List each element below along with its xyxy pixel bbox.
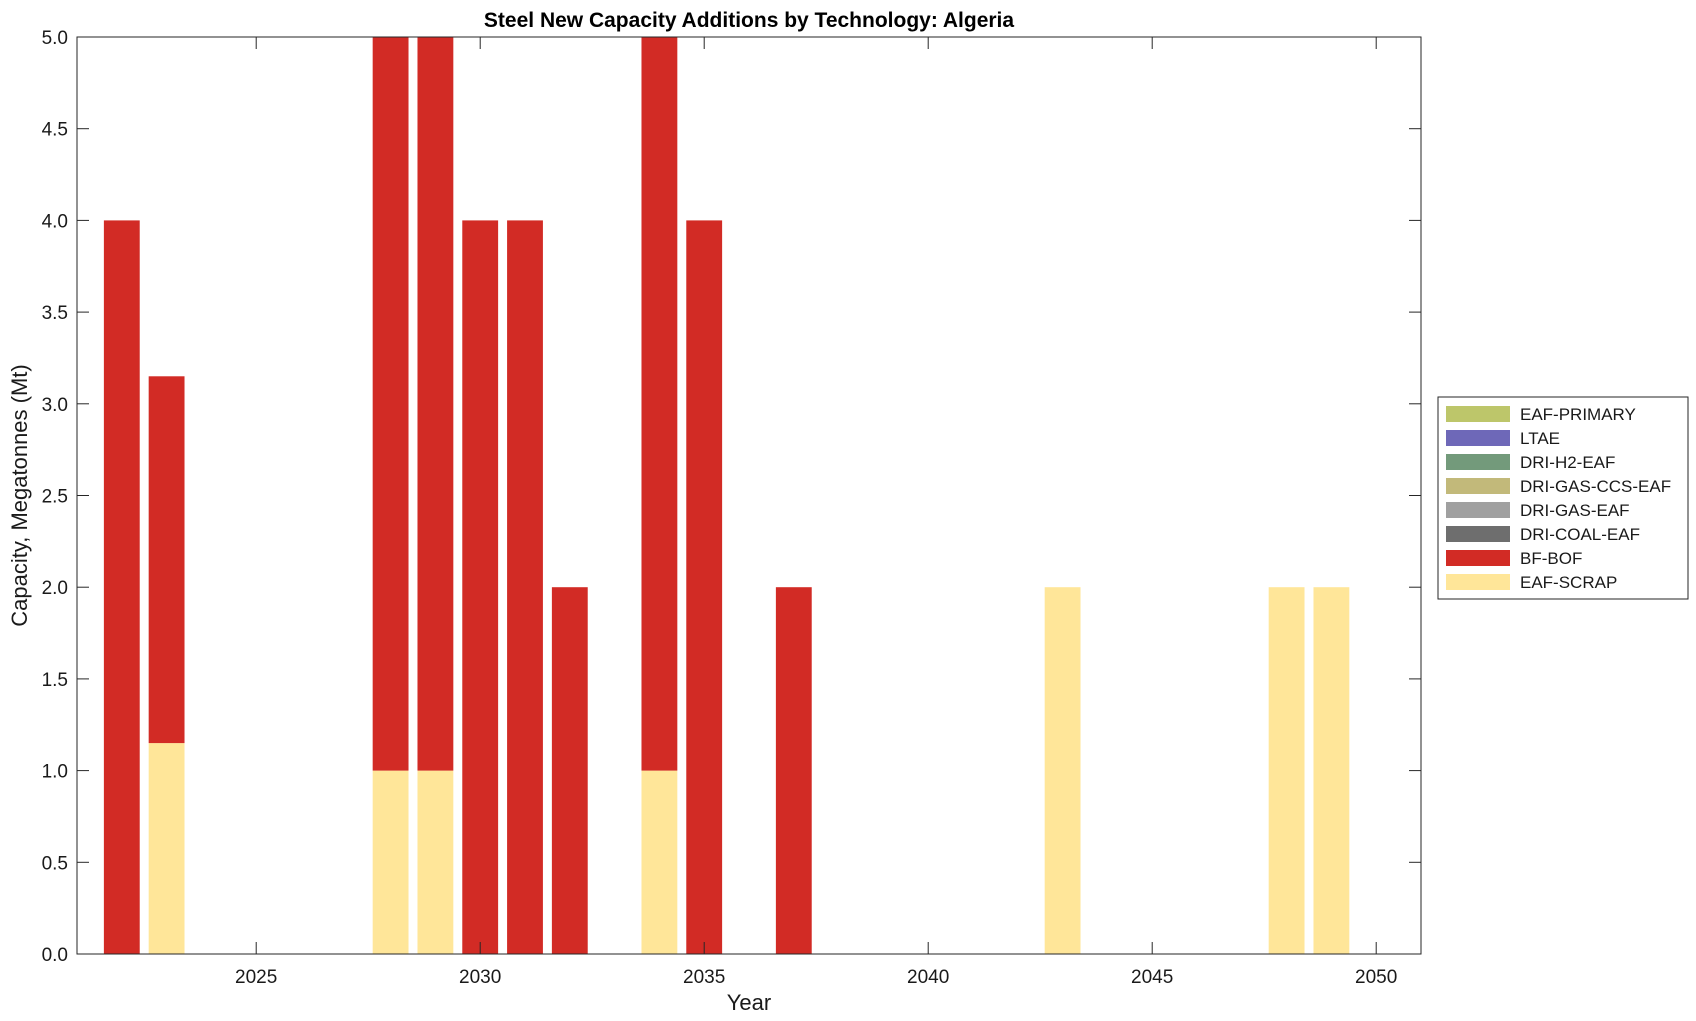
x-tick-label: 2025 (235, 967, 277, 988)
y-tick-label: 3.0 (42, 395, 68, 416)
x-tick-label: 2050 (1355, 967, 1397, 988)
legend-swatch-dri-coal-eaf (1446, 526, 1510, 542)
x-tick-label: 2040 (907, 967, 949, 988)
legend-label-ltae: LTAE (1520, 429, 1560, 448)
x-axis-title: Year (727, 990, 771, 1015)
bar-eaf-scrap-2034 (641, 770, 678, 954)
bar-bf-bof-2022 (103, 220, 140, 954)
bar-eaf-scrap-2028 (372, 770, 409, 954)
legend-items: EAF-PRIMARY LTAE DRI-H2-EAF DRI-GAS-CCS-EAF… (1446, 405, 1671, 592)
legend-swatch-bf-bof (1446, 550, 1510, 566)
bar-eaf-scrap-2029 (417, 770, 454, 954)
y-tick-label: 0.0 (42, 945, 68, 966)
legend-label-dri-gas-eaf: DRI-GAS-EAF (1520, 501, 1630, 520)
y-tick-label: 1.0 (42, 762, 68, 783)
bar-bf-bof-2029 (417, 37, 454, 771)
y-tick-label: 4.5 (42, 120, 68, 141)
bar-bf-bof-2031 (507, 220, 543, 954)
bar-eaf-scrap-2023 (148, 743, 185, 954)
legend: EAF-PRIMARY LTAE DRI-H2-EAF DRI-GAS-CCS-EAF… (1437, 396, 1689, 600)
bar-bf-bof-2023 (148, 376, 185, 744)
legend-swatch-eaf-primary (1446, 406, 1510, 422)
legend-box (1437, 396, 1689, 600)
bar-eaf-scrap-2048 (1268, 587, 1305, 954)
legend-label-eaf-scrap: EAF-SCRAP (1520, 573, 1617, 592)
x-tick-label: 2030 (459, 967, 501, 988)
legend-label-eaf-primary: EAF-PRIMARY (1520, 405, 1636, 424)
chart-title: Steel New Capacity Additions by Technolo… (484, 9, 1014, 32)
bar-bf-bof-2030 (462, 220, 499, 954)
x-tick-label: 2035 (683, 967, 725, 988)
bar-bf-bof-2034 (641, 37, 678, 771)
y-tick-label: 5.0 (42, 28, 68, 49)
legend-label-dri-h2-eaf: DRI-H2-EAF (1520, 453, 1615, 472)
y-tick-label: 0.5 (42, 853, 68, 874)
bars-layer (103, 37, 1350, 954)
ticks-layer: 2025 2030 2035 2040 2045 2050 0.0 0.5 1.0 1.5 2.0 2… (42, 28, 1421, 988)
x-tick-label: 2045 (1131, 967, 1173, 988)
bar-bf-bof-2037 (775, 587, 812, 954)
bar-eaf-scrap-2049 (1313, 587, 1350, 954)
y-axis-title: Capacity, Megatonnes (Mt) (7, 364, 32, 626)
legend-label-bf-bof: BF-BOF (1520, 549, 1582, 568)
bar-bf-bof-2035 (686, 220, 723, 954)
y-tick-label: 3.5 (42, 303, 68, 324)
legend-swatch-ltae (1446, 430, 1510, 446)
bar-bf-bof-2028 (372, 37, 409, 771)
legend-swatch-eaf-scrap (1446, 574, 1510, 590)
y-tick-label: 2.0 (42, 578, 68, 599)
legend-swatch-dri-gas-ccs-eaf (1446, 478, 1510, 494)
y-tick-label: 4.0 (42, 211, 68, 232)
legend-swatch-dri-h2-eaf (1446, 454, 1510, 470)
y-tick-label: 1.5 (42, 670, 68, 691)
legend-label-dri-coal-eaf: DRI-COAL-EAF (1520, 525, 1640, 544)
bar-eaf-scrap-2043 (1044, 587, 1081, 954)
bar-bf-bof-2032 (551, 587, 588, 954)
legend-swatch-dri-gas-eaf (1446, 502, 1510, 518)
y-tick-label: 2.5 (42, 487, 68, 508)
legend-label-dri-gas-ccs-eaf: DRI-GAS-CCS-EAF (1520, 477, 1671, 496)
